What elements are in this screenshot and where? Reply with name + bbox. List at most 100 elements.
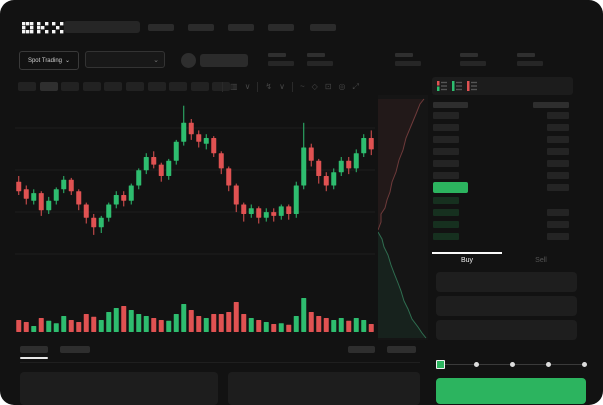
orders-table-placeholder <box>20 372 218 405</box>
trade-side-tabs: Buy Sell <box>430 252 578 269</box>
divider <box>222 81 223 92</box>
candlestick-chart[interactable] <box>15 100 375 290</box>
orderbook-bar[interactable] <box>547 184 569 191</box>
orderbook-bar[interactable] <box>533 102 569 108</box>
orderbook-bar[interactable] <box>433 233 459 240</box>
camera-icon[interactable]: ⊡ <box>324 82 332 91</box>
line-tool-icon[interactable]: ~ <box>299 82 305 91</box>
order-input[interactable] <box>436 320 577 340</box>
orderbook-bar[interactable] <box>547 160 569 167</box>
nav-item[interactable] <box>188 24 214 31</box>
orderbook-bar[interactable] <box>433 148 459 155</box>
stat-label-bar <box>460 53 478 57</box>
orderbook-bar[interactable] <box>433 124 459 131</box>
orderbook-bar[interactable] <box>547 112 569 119</box>
stat-label-bar <box>395 53 413 57</box>
interval-button[interactable] <box>39 82 58 91</box>
interval-button[interactable] <box>126 82 144 91</box>
orderbook-bar[interactable] <box>433 172 459 179</box>
header-action-button[interactable] <box>200 54 248 67</box>
stat-label-bar <box>268 53 286 57</box>
slider-stop[interactable] <box>546 362 551 367</box>
interval-button[interactable] <box>104 82 123 91</box>
bottom-tab[interactable] <box>20 346 48 353</box>
tab-buy[interactable]: Buy <box>430 252 504 269</box>
ticker-stat <box>307 53 333 66</box>
stat-label-bar <box>517 53 535 57</box>
amount-slider[interactable] <box>436 360 587 370</box>
interval-button[interactable] <box>82 82 101 91</box>
slider-stop[interactable] <box>436 360 445 369</box>
book-bids-icon[interactable] <box>452 81 462 91</box>
depth-chart[interactable] <box>378 95 428 340</box>
interval-button[interactable] <box>212 82 231 91</box>
orderbook-bar[interactable] <box>547 136 569 143</box>
orders-table-placeholder <box>228 372 420 405</box>
orderbook-bar[interactable] <box>433 102 468 108</box>
interval-button[interactable] <box>18 82 36 91</box>
orderbook-bar[interactable] <box>547 221 569 228</box>
chevron-down-icon: ⌄ <box>153 56 159 64</box>
order-input[interactable] <box>436 272 577 292</box>
orderbook-bar[interactable] <box>433 136 459 143</box>
divider <box>20 362 420 363</box>
order-input[interactable] <box>436 296 577 316</box>
stat-value-bar <box>460 61 486 66</box>
eraser-icon[interactable]: ◇ <box>311 82 318 91</box>
orderbook-bar[interactable] <box>547 172 569 179</box>
bottom-action[interactable] <box>387 346 416 353</box>
tab-sell[interactable]: Sell <box>535 257 547 264</box>
chevron-down-icon: ⌄ <box>65 58 71 64</box>
ticker-stat <box>395 53 421 66</box>
interval-button[interactable] <box>147 82 166 91</box>
orderbook-bar[interactable] <box>433 221 459 228</box>
orderbook-toolbar <box>432 77 573 95</box>
ticker-stat <box>268 53 294 66</box>
undo-icon[interactable]: ◎ <box>338 82 346 91</box>
candles-icon[interactable]: ▥ <box>230 82 238 91</box>
stat-value-bar <box>517 61 543 66</box>
interval-button[interactable] <box>190 82 209 91</box>
stat-label-bar <box>307 53 325 57</box>
ticker-stat <box>460 53 486 66</box>
orderbook-bar[interactable] <box>547 209 569 216</box>
active-tab-underline <box>20 357 48 359</box>
ticker-stat <box>517 53 543 66</box>
search-input[interactable] <box>64 21 140 33</box>
orderbook-bar[interactable] <box>433 160 459 167</box>
orderbook-bar[interactable] <box>433 112 459 119</box>
last-price-badge[interactable] <box>433 182 468 193</box>
fullscreen-icon[interactable]: ⤢ <box>352 81 359 91</box>
nav-item[interactable] <box>268 24 294 31</box>
bottom-tab[interactable] <box>60 346 90 353</box>
market-type-dropdown[interactable]: Spot Trading ⌄ <box>19 51 79 70</box>
chart-tools: ▥ ∨ ↯ ∨ ~ ◇ ⊡ ◎ ⤢ <box>222 80 359 93</box>
orderbook <box>430 100 575 250</box>
nav-item[interactable] <box>148 24 174 31</box>
chevron-down-icon[interactable]: ∨ <box>244 82 251 91</box>
slider-stop[interactable] <box>582 362 587 367</box>
orderbook-bar[interactable] <box>547 124 569 131</box>
interval-button[interactable] <box>169 82 188 91</box>
book-asks-icon[interactable] <box>467 81 477 91</box>
bottom-action[interactable] <box>348 346 375 353</box>
book-combined-icon[interactable] <box>437 81 447 91</box>
volume-chart[interactable] <box>15 294 375 332</box>
nav-item[interactable] <box>310 24 336 31</box>
chevron-down-icon[interactable]: ∨ <box>279 82 285 91</box>
orderbook-bar[interactable] <box>547 233 569 240</box>
avatar[interactable] <box>181 53 196 68</box>
orderbook-bar[interactable] <box>547 148 569 155</box>
orderbook-bar[interactable] <box>433 197 459 204</box>
indicator-icon[interactable]: ↯ <box>265 82 273 91</box>
interval-button[interactable] <box>61 82 80 91</box>
stat-value-bar <box>307 61 333 66</box>
orderbook-bar[interactable] <box>433 209 459 216</box>
pair-dropdown[interactable]: ⌄ <box>85 51 165 68</box>
divider <box>291 81 293 92</box>
slider-stop[interactable] <box>510 362 515 367</box>
slider-stop[interactable] <box>474 362 479 367</box>
buy-submit-button[interactable] <box>436 378 586 404</box>
nav-item[interactable] <box>228 24 254 31</box>
